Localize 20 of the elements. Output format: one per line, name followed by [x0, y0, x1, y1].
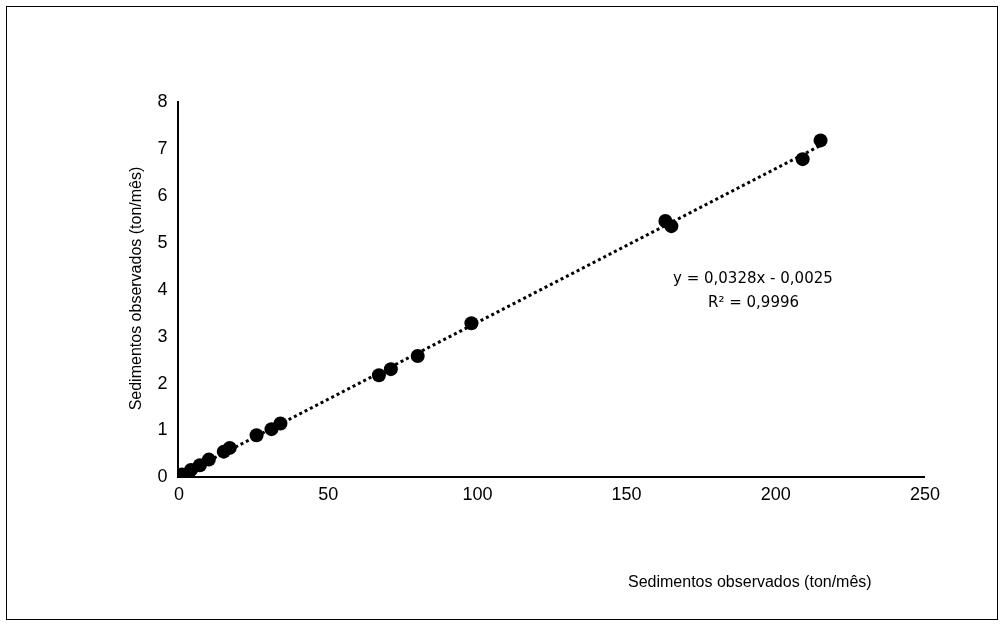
y-tick-label: 2: [157, 372, 168, 393]
x-tick-label: 100: [462, 483, 493, 504]
annotation: R² = 0,9996: [708, 293, 800, 311]
y-tick-label: 8: [157, 91, 168, 112]
y-tick-label: 1: [157, 419, 168, 440]
y-tick-label: 0: [157, 466, 168, 487]
y-tick-label: 3: [157, 325, 168, 346]
y-tick-label: 5: [157, 231, 168, 252]
point: [813, 133, 828, 148]
x-tick-label: 200: [760, 483, 791, 504]
y-axis-title: Sedimentos observados (ton/mês): [126, 166, 144, 411]
y-tick-label: 6: [157, 185, 168, 206]
annotation: y = 0,0328x - 0,0025: [673, 269, 833, 287]
x-axis-title: Sedimentos observados (ton/mês): [628, 573, 872, 590]
x-tick-label: 250: [909, 483, 941, 504]
x-tick-label: 0: [173, 483, 185, 504]
y-tick-label: 4: [157, 278, 168, 299]
x-tick-label: 50: [318, 483, 339, 504]
y-tick-label: 7: [157, 138, 168, 159]
x-tick-label: 150: [611, 483, 642, 504]
